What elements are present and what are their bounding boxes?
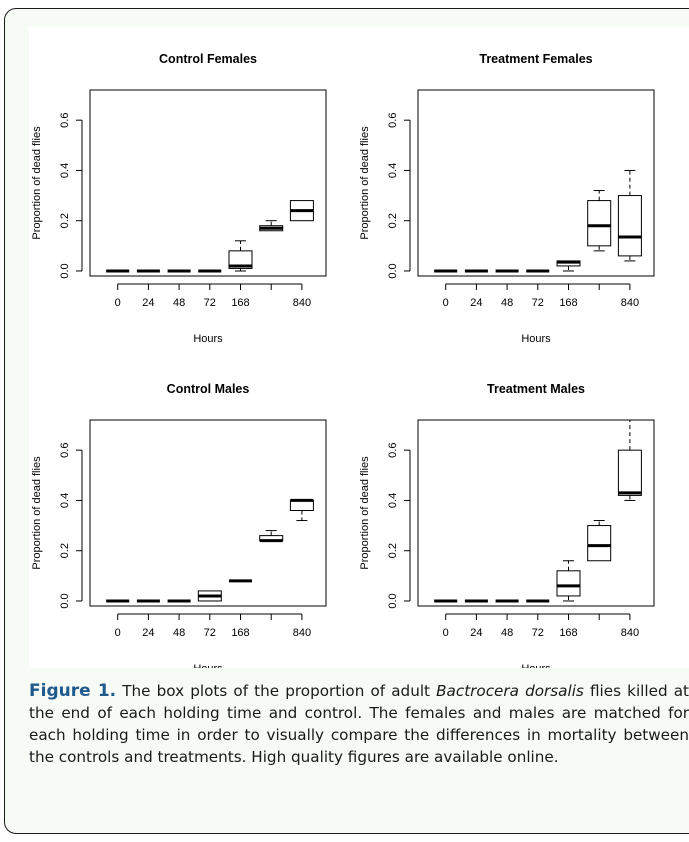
chart-panel: Control Females 0.0 0.2 0.4 0.6 Proportion of…: [31, 52, 327, 345]
y-tick-label: 0.4: [59, 163, 71, 178]
box-iqr: [587, 200, 612, 247]
x-tick-label: 48: [501, 627, 513, 639]
y-tick-label: 0.6: [59, 443, 71, 458]
x-tick-label: 840: [293, 297, 311, 309]
box-4: [556, 560, 581, 602]
y-tick-label: 0.2: [387, 543, 399, 558]
x-axis-title: Hours: [521, 663, 551, 668]
y-tick-label: 0.6: [59, 113, 71, 128]
box-iqr: [289, 499, 314, 511]
box-5: [587, 520, 612, 562]
box-6: [617, 169, 642, 262]
box-4: [228, 240, 253, 272]
x-tick-label: 24: [470, 627, 482, 639]
y-tick-label: 0.4: [59, 493, 71, 508]
y-axis-title: Proportion of dead flies: [359, 456, 371, 570]
box-6: [289, 498, 314, 522]
x-tick-label: 840: [621, 627, 639, 639]
x-tick-label: 840: [293, 627, 311, 639]
box-5: [259, 220, 284, 232]
chart-panel: Treatment Males 0.0 0.2 0.4 0.6 Proportion of…: [359, 382, 655, 668]
chart-panel: Treatment Females 0.0 0.2 0.4 0.6 Proportion …: [359, 52, 655, 345]
y-tick-label: 0.0: [387, 263, 399, 278]
caption-text-end: flies killed at the end of each holding …: [29, 682, 689, 766]
x-tick-label: 72: [204, 297, 216, 309]
plot-frame: [89, 89, 327, 277]
chart-title: Treatment Females: [479, 52, 592, 66]
y-tick-label: 0.2: [59, 543, 71, 558]
chart-title: Control Males: [167, 382, 250, 396]
x-tick-label: 72: [532, 627, 544, 639]
y-tick-label: 0.0: [59, 593, 71, 608]
y-axis-title: Proportion of dead flies: [31, 126, 43, 240]
box-iqr: [587, 525, 612, 562]
box-6: [289, 200, 314, 222]
chart-panel: Control Males 0.0 0.2 0.4 0.6 Proportion of d…: [31, 382, 327, 668]
box-iqr: [556, 570, 581, 597]
species-name: Bactrocera dorsalis: [436, 682, 584, 700]
x-tick-label: 24: [142, 627, 154, 639]
chart-title: Control Females: [159, 52, 257, 66]
x-tick-label: 0: [443, 297, 449, 309]
x-tick-label: 0: [443, 627, 449, 639]
box-iqr: [617, 195, 642, 257]
x-tick-label: 48: [501, 297, 513, 309]
caption-text-start: The box plots of the proportion of adult: [116, 682, 437, 700]
x-axis-title: Hours: [193, 333, 223, 345]
y-tick-label: 0.6: [387, 113, 399, 128]
x-axis-title: Hours: [193, 663, 223, 668]
x-tick-label: 72: [532, 297, 544, 309]
box-5: [259, 530, 284, 543]
y-axis-title: Proportion of dead flies: [31, 456, 43, 570]
box-plot-grid: Control Females 0.0 0.2 0.4 0.6 Proportion of…: [31, 52, 655, 668]
x-tick-label: 72: [204, 627, 216, 639]
plot-area: Control Females 0.0 0.2 0.4 0.6 Proportion of…: [29, 26, 689, 668]
plot-frame: [89, 419, 327, 607]
y-tick-label: 0.4: [387, 163, 399, 178]
y-tick-label: 0.6: [387, 443, 399, 458]
x-tick-label: 168: [231, 627, 249, 639]
x-tick-label: 24: [470, 297, 482, 309]
x-tick-label: 48: [173, 297, 185, 309]
x-tick-label: 840: [621, 297, 639, 309]
x-tick-label: 168: [231, 297, 249, 309]
y-tick-label: 0.0: [387, 593, 399, 608]
box-4: [556, 260, 581, 272]
y-tick-label: 0.0: [59, 263, 71, 278]
x-tick-label: 0: [115, 627, 121, 639]
box-iqr: [228, 250, 253, 269]
y-tick-label: 0.4: [387, 493, 399, 508]
figure-caption: Figure 1. The box plots of the proportio…: [29, 680, 689, 768]
y-axis-title: Proportion of dead flies: [359, 126, 371, 240]
x-tick-label: 0: [115, 297, 121, 309]
x-tick-label: 168: [559, 297, 577, 309]
x-tick-label: 48: [173, 627, 185, 639]
x-axis-title: Hours: [521, 333, 551, 345]
figure-label: Figure 1.: [29, 681, 117, 701]
plot-frame: [417, 89, 655, 277]
x-tick-label: 168: [559, 627, 577, 639]
chart-title: Treatment Males: [487, 382, 585, 396]
y-tick-label: 0.2: [387, 213, 399, 228]
box-3: [197, 590, 222, 602]
box-iqr: [617, 449, 642, 496]
plot-frame: [417, 419, 655, 607]
y-tick-label: 0.2: [59, 213, 71, 228]
x-tick-label: 24: [142, 297, 154, 309]
box-5: [587, 190, 612, 252]
box-6: [617, 419, 642, 501]
